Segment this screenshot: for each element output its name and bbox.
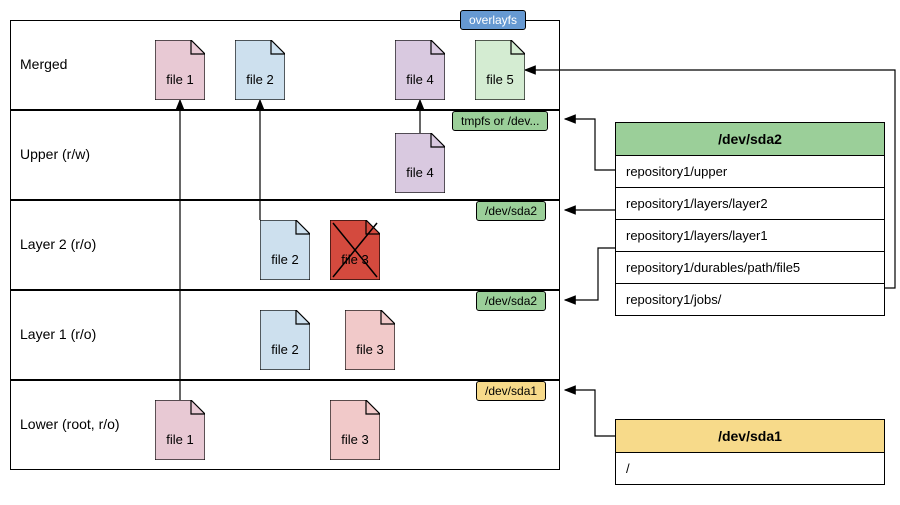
table-row: repository1/durables/path/file5 — [616, 252, 884, 284]
layer-tag-lower: /dev/sda1 — [476, 381, 546, 401]
file-icon: file 3 — [330, 220, 380, 280]
file-label: file 2 — [260, 252, 310, 267]
file-label: file 5 — [475, 72, 525, 87]
layer-tag-layer2: /dev/sda2 — [476, 201, 546, 221]
table-header: /dev/sda1 — [616, 420, 884, 453]
file-icon: file 1 — [155, 400, 205, 460]
file-icon: file 3 — [330, 400, 380, 460]
layer-tag-layer1: /dev/sda2 — [476, 291, 546, 311]
connector — [565, 248, 615, 300]
table-row: repository1/layers/layer1 — [616, 220, 884, 252]
file-icon: file 1 — [155, 40, 205, 100]
layer-tag-merged: overlayfs — [460, 10, 526, 30]
side-table: /dev/sda2repository1/upperrepository1/la… — [615, 122, 885, 316]
file-label: file 1 — [155, 432, 205, 447]
file-icon: file 2 — [260, 310, 310, 370]
layer-tag-upper: tmpfs or /dev... — [452, 111, 548, 131]
file-icon: file 4 — [395, 133, 445, 193]
file-label: file 2 — [260, 342, 310, 357]
side-table: /dev/sda1/ — [615, 419, 885, 485]
file-icon: file 2 — [235, 40, 285, 100]
file-icon: file 5 — [475, 40, 525, 100]
file-icon: file 3 — [345, 310, 395, 370]
table-row: / — [616, 453, 884, 484]
table-row: repository1/layers/layer2 — [616, 188, 884, 220]
file-label: file 4 — [395, 72, 445, 87]
connector — [565, 119, 615, 170]
table-header: /dev/sda2 — [616, 123, 884, 156]
file-label: file 4 — [395, 165, 445, 180]
file-label: file 3 — [330, 252, 380, 267]
file-icon: file 4 — [395, 40, 445, 100]
file-label: file 2 — [235, 72, 285, 87]
table-row: repository1/upper — [616, 156, 884, 188]
file-label: file 3 — [345, 342, 395, 357]
file-label: file 1 — [155, 72, 205, 87]
file-label: file 3 — [330, 432, 380, 447]
connector — [565, 390, 615, 436]
table-row: repository1/jobs/ — [616, 284, 884, 315]
file-icon: file 2 — [260, 220, 310, 280]
